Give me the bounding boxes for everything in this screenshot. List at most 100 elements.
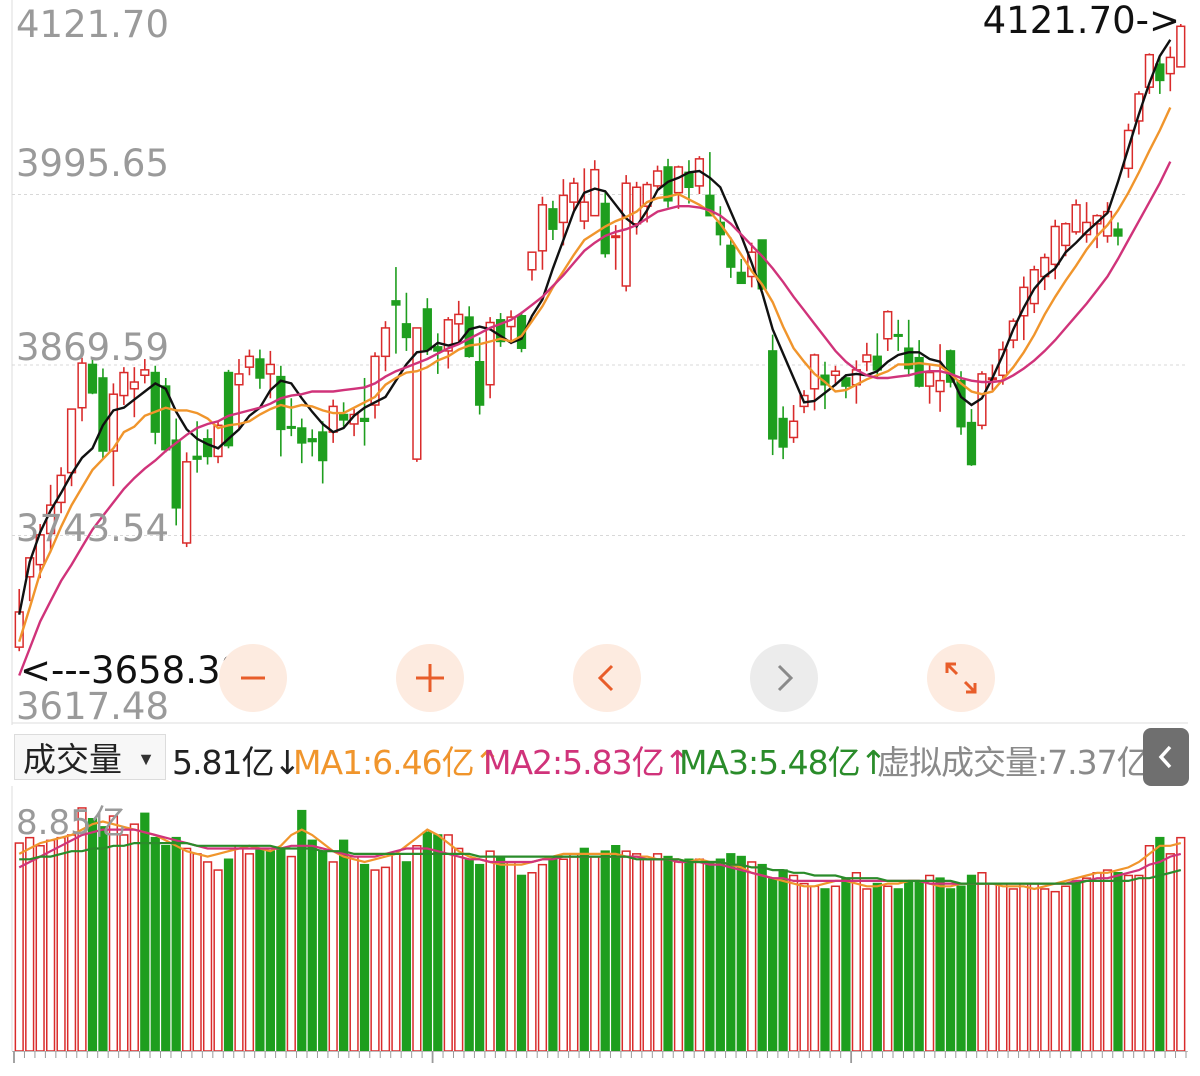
volume-bar (799, 882, 809, 1052)
move-right-button[interactable] (750, 644, 818, 712)
move-left-button[interactable] (573, 644, 641, 712)
candle (757, 239, 767, 291)
candle-body (652, 170, 663, 187)
candle (1155, 56, 1165, 94)
volume-bar (56, 836, 66, 1052)
candle-body (569, 182, 579, 203)
volume-bar (161, 845, 171, 1052)
volume-bar (663, 855, 673, 1052)
volume-bar (401, 861, 412, 1052)
volume-bar (140, 812, 150, 1052)
candle (945, 349, 956, 388)
volume-bar (202, 861, 213, 1052)
volume-bar (694, 858, 705, 1052)
volume-bar (642, 858, 652, 1052)
volume-bar (286, 855, 296, 1052)
volume-bar (359, 863, 370, 1052)
candle (108, 383, 119, 487)
candle-body (77, 362, 87, 409)
candle-body (307, 438, 317, 443)
volume-bar (276, 847, 286, 1052)
candle (1040, 253, 1050, 291)
price-ma-line-1 (18, 39, 1172, 615)
volume-bar (150, 836, 160, 1052)
volume-bar (182, 847, 192, 1052)
price-ma-line-2 (18, 106, 1172, 643)
candle (119, 367, 129, 406)
candle-body (726, 244, 736, 268)
price-tick-3869: 3869.59 (16, 326, 169, 369)
fullscreen-button[interactable] (927, 644, 995, 712)
candle-body (590, 168, 600, 217)
candle-body (945, 350, 956, 383)
candle-body (475, 360, 485, 406)
volume-bar (1123, 874, 1134, 1052)
candle (883, 310, 893, 351)
candle (255, 349, 265, 389)
candle-body (244, 355, 255, 368)
zoom-in-button[interactable] (396, 644, 464, 712)
candle (339, 402, 349, 427)
volume-bar (234, 845, 244, 1052)
candle (391, 267, 401, 354)
volume-bar (412, 845, 422, 1052)
volume-bar (464, 858, 474, 1052)
volume-bar (339, 839, 349, 1052)
volume-bar (872, 882, 882, 1052)
volume-bar (349, 855, 359, 1052)
candle-body (1134, 93, 1144, 122)
volume-bar (391, 853, 401, 1052)
price-tick-3743: 3743.54 (16, 507, 169, 550)
volume-bar (914, 880, 924, 1052)
price-chart[interactable]: 4121.70 3995.65 3869.59 3743.54 3617.48 … (0, 0, 1200, 725)
ma1-legend: MA1:6.46亿↑ (293, 743, 501, 782)
volume-ma-lines (18, 820, 1182, 891)
volume-bar (1061, 885, 1071, 1052)
candle (328, 399, 338, 443)
volume-bar (673, 861, 684, 1052)
candle-body (558, 194, 568, 224)
candle-body (412, 327, 422, 460)
zoom-out-button[interactable] (219, 644, 287, 712)
current-volume: 5.81亿↓ (172, 743, 301, 782)
volume-bar (328, 861, 338, 1052)
candle (893, 319, 903, 351)
volume-bar (621, 850, 631, 1052)
candle-body (433, 346, 443, 352)
dropdown-arrow-icon: ▼ (137, 749, 155, 769)
candle-body (495, 319, 506, 343)
volume-bar (579, 847, 589, 1052)
candle (935, 344, 945, 412)
volume-bar (788, 874, 799, 1052)
candle (286, 398, 296, 437)
volume-bar (851, 872, 861, 1052)
volume-bar (768, 877, 778, 1052)
volume-bar (935, 877, 945, 1052)
volume-bar (883, 885, 893, 1052)
indicator-selector[interactable]: 成交量 ▼ (14, 734, 166, 780)
chevron-right-icon (777, 664, 794, 692)
candle-body (129, 381, 139, 390)
plus-icon (416, 664, 444, 692)
candle-body (1113, 228, 1123, 237)
candle (150, 365, 160, 445)
candle (129, 367, 139, 418)
candle-body (454, 313, 464, 325)
candle-body (705, 194, 715, 217)
volume-bar (809, 885, 820, 1052)
volume-bar (558, 858, 568, 1052)
volume-bar (1102, 869, 1113, 1052)
volume-bar (841, 877, 851, 1052)
candle (171, 418, 181, 526)
candle-body (1029, 269, 1039, 305)
volume-bar (119, 834, 129, 1052)
collapse-panel-button[interactable] (1143, 728, 1189, 786)
candle-body (611, 235, 621, 239)
volume-bar (977, 872, 987, 1052)
candle (527, 251, 537, 281)
candle-body (391, 300, 401, 306)
volume-chart[interactable]: 8.85亿 (0, 786, 1200, 1076)
candle (726, 237, 736, 278)
candle (401, 292, 412, 351)
candle-body (202, 438, 213, 458)
